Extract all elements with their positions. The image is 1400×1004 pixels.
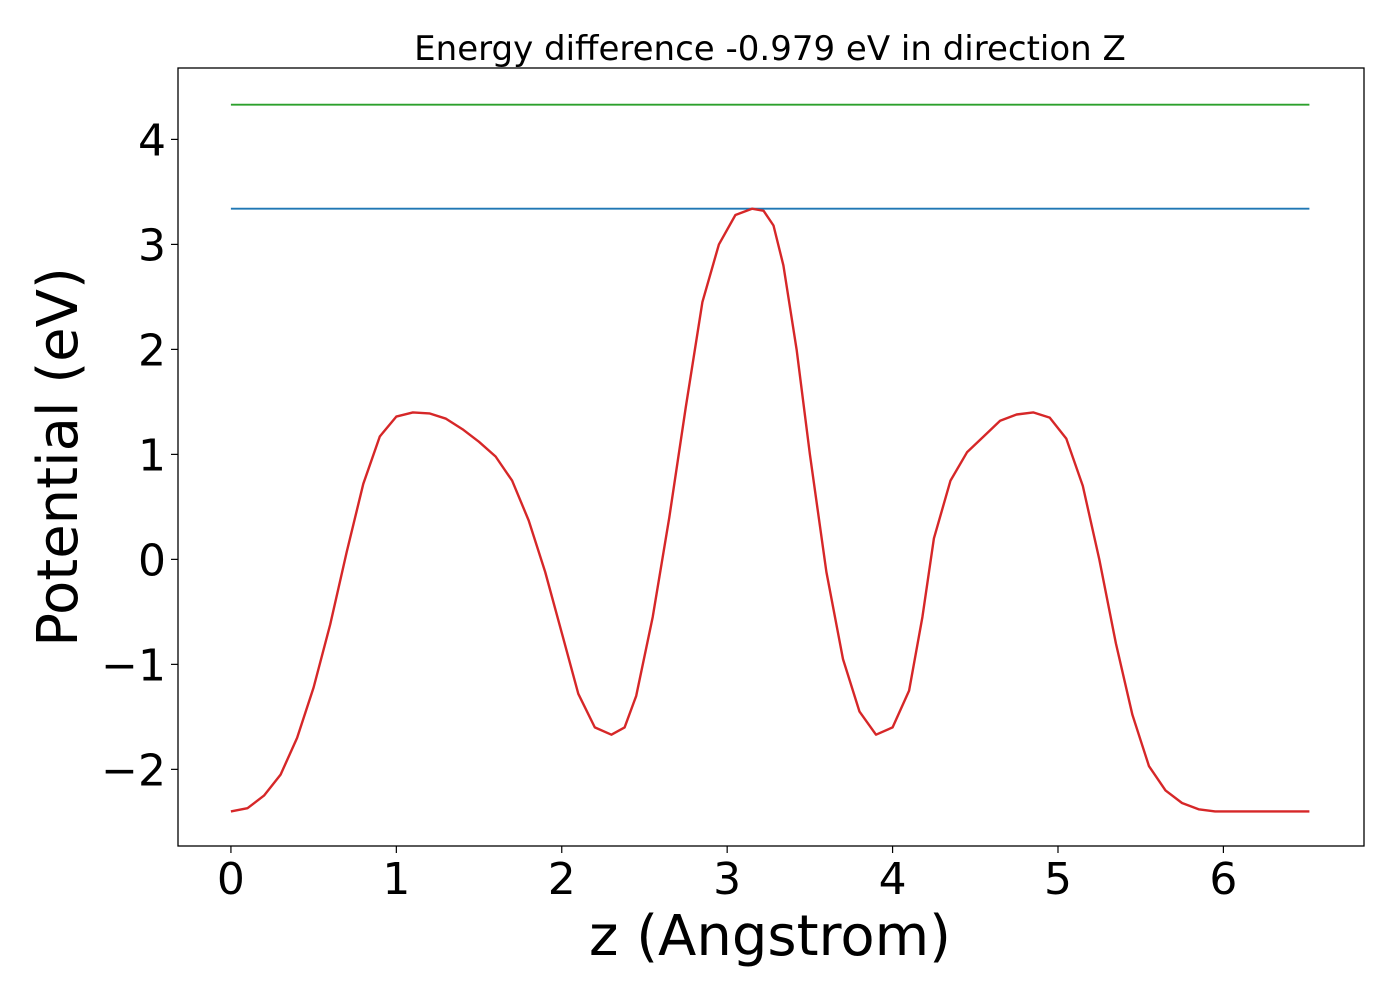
x-axis-label: z (Angstrom) — [589, 904, 951, 969]
y-tick-label: 2 — [138, 325, 166, 376]
plot-area-frame — [177, 67, 1365, 847]
y-tick-label: 0 — [138, 535, 166, 586]
y-tick-label: 1 — [138, 430, 166, 481]
series-layer — [230, 103, 1310, 813]
y-tick-label: −1 — [101, 640, 166, 691]
y-tick-label: 4 — [138, 115, 166, 166]
series-line-3 — [230, 207, 1310, 813]
x-tick-label: 3 — [713, 854, 741, 905]
x-tick-label: 6 — [1209, 854, 1237, 905]
x-tick-label: 2 — [548, 854, 576, 905]
chart-title: Energy difference -0.979 eV in direction… — [414, 29, 1126, 69]
x-tick-label: 0 — [217, 854, 245, 905]
y-tick-label: 3 — [138, 220, 166, 271]
x-tick-label: 5 — [1044, 854, 1072, 905]
x-tick-label: 4 — [879, 854, 907, 905]
y-axis-ticks: −2 −1 0 1 2 3 4 — [101, 115, 178, 796]
y-axis-label: Potential (eV) — [26, 267, 91, 647]
x-tick-label: 1 — [382, 854, 410, 905]
x-axis-ticks: 0 1 2 3 4 5 6 — [217, 846, 1237, 905]
y-tick-label: −2 — [101, 745, 166, 796]
